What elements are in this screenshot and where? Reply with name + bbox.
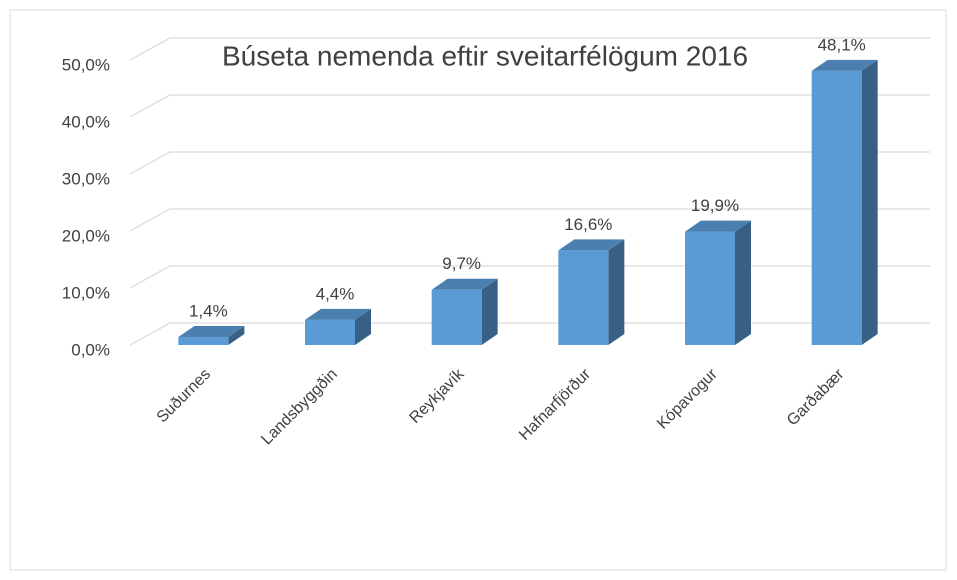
bar <box>431 289 482 345</box>
grid-line <box>129 94 930 118</box>
bar-side <box>861 59 878 345</box>
y-tick-label: 50,0% <box>62 55 110 74</box>
grid-line <box>129 265 930 289</box>
bar-top <box>178 326 245 338</box>
bar-side <box>481 278 498 345</box>
data-label: 19,9% <box>691 196 739 215</box>
bar <box>178 337 229 345</box>
bar <box>305 319 355 345</box>
y-tick-label: 20,0% <box>62 226 110 245</box>
bar-side <box>355 308 371 345</box>
bar-top <box>305 308 371 320</box>
data-label: 9,7% <box>442 254 481 273</box>
grid-line <box>129 37 930 61</box>
data-label: 4,4% <box>316 284 355 303</box>
y-tick-label: 0,0% <box>71 340 110 359</box>
bar-top <box>685 220 751 232</box>
chart-title: Búseta nemenda eftir sveitarfélögum 2016 <box>222 40 748 71</box>
y-tick-label: 30,0% <box>62 169 110 188</box>
grid-line <box>129 151 930 175</box>
bar-top <box>431 278 498 290</box>
y-tick-label: 40,0% <box>62 112 110 131</box>
data-label: 16,6% <box>564 215 612 234</box>
grid-line <box>129 322 930 346</box>
data-label: 48,1% <box>818 35 866 54</box>
bar-side <box>608 239 625 345</box>
bar <box>811 70 862 345</box>
bar-top <box>811 59 878 71</box>
data-label: 1,4% <box>189 302 228 321</box>
bar <box>558 250 609 345</box>
bar <box>685 231 735 345</box>
y-tick-label: 10,0% <box>62 283 110 302</box>
bar-side <box>735 220 751 345</box>
bar-side <box>228 326 245 345</box>
grid-line <box>129 208 930 232</box>
bar-top <box>558 239 625 251</box>
